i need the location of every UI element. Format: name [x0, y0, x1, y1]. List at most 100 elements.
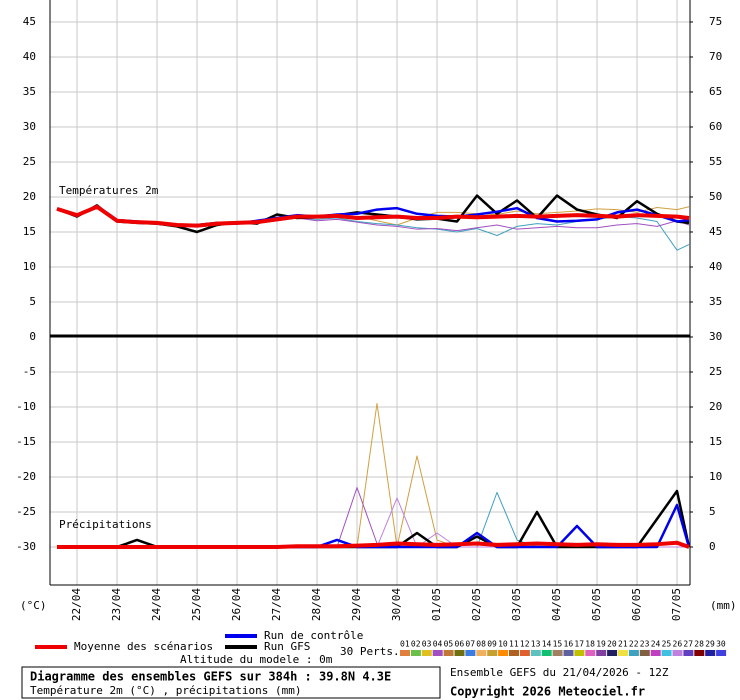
legend-member-swatch	[465, 650, 476, 656]
x-tick-label: 23/04	[110, 588, 123, 621]
legend-member-swatch	[552, 650, 563, 656]
x-tick-label: 06/05	[630, 588, 643, 621]
x-tick-label: 22/04	[70, 588, 83, 621]
legend-member-label: 06	[455, 640, 465, 649]
y2-tick-label: 0	[709, 540, 716, 553]
y-tick-label: 5	[29, 295, 36, 308]
legend-member-label: 22	[629, 640, 639, 649]
legend-member-swatch	[410, 650, 421, 656]
y2-tick-label: 30	[709, 330, 722, 343]
legend-member-label: 23	[640, 640, 650, 649]
y2-tick-label: 15	[709, 435, 722, 448]
legend-member-label: 02	[411, 640, 421, 649]
footer-subtitle: Température 2m (°C) , précipitations (mm…	[30, 684, 302, 697]
legend-member-swatch	[530, 650, 541, 656]
legend-member-swatch	[454, 650, 465, 656]
x-tick-label: 26/04	[230, 588, 243, 621]
legend-member-label: 20	[607, 640, 617, 649]
legend-member-label: 05	[444, 640, 454, 649]
legend-member-swatch	[628, 650, 639, 656]
y2-tick-label: 20	[709, 400, 722, 413]
y-tick-label: 40	[23, 50, 36, 63]
legend-member-label: 14	[542, 640, 552, 649]
legend-member-label: 26	[673, 640, 683, 649]
y2-axis-label: (mm)	[710, 599, 737, 612]
legend-label: Run GFS	[264, 640, 310, 653]
x-tick-label: 28/04	[310, 588, 323, 621]
legend-label: Run de contrôle	[264, 629, 363, 642]
panel-label: Températures 2m	[59, 184, 159, 197]
y2-tick-label: 60	[709, 120, 722, 133]
x-tick-label: 02/05	[470, 588, 483, 621]
plot-lines	[56, 194, 691, 549]
legend-member-swatch	[519, 650, 530, 656]
legend-member-label: 29	[705, 640, 715, 649]
x-tick-label: 03/05	[510, 588, 523, 621]
legend-member-label: 11	[509, 640, 519, 649]
series-line	[56, 204, 690, 228]
legend-member-swatch	[618, 650, 628, 656]
y2-tick-label: 45	[709, 225, 722, 238]
x-tick-label: 01/05	[430, 588, 443, 621]
y-tick-label: -30	[16, 540, 36, 553]
legend-member-swatch	[498, 650, 509, 656]
y-axis-label: (°C)	[20, 599, 47, 612]
y-tick-label: -25	[16, 505, 36, 518]
y2-tick-label: 10	[709, 470, 722, 483]
legend-member-swatch	[400, 650, 410, 656]
x-tick-label: 27/04	[270, 588, 283, 621]
legend-member-swatch	[421, 650, 432, 656]
y-tick-label: 45	[23, 15, 36, 28]
legend-member-label: 16	[564, 640, 574, 649]
legend-member-label: 19	[596, 640, 606, 649]
legend-member-swatch	[596, 650, 607, 656]
x-tick-label: 25/04	[190, 588, 203, 621]
panel-label: Précipitations	[59, 518, 152, 531]
x-tick-label: 30/04	[390, 588, 403, 621]
legend-member-label: 24	[651, 640, 661, 649]
legend-member-label: 25	[662, 640, 672, 649]
legend-member-label: 12	[520, 640, 530, 649]
legend-label: 30 Perts.	[340, 645, 400, 658]
y2-tick-label: 55	[709, 155, 722, 168]
legend-member-label: 08	[476, 640, 486, 649]
legend-member-swatch	[705, 650, 716, 656]
legend-member-label: 30	[716, 640, 726, 649]
legend-member-swatch	[476, 650, 487, 656]
legend-member-swatch	[574, 650, 585, 656]
legend-member-swatch	[487, 650, 498, 656]
y-tick-label: 35	[23, 85, 36, 98]
legend-member-swatch	[432, 650, 443, 656]
y-tick-label: 10	[23, 260, 36, 273]
legend-member-swatch	[650, 650, 661, 656]
x-tick-label: 04/05	[550, 588, 563, 621]
x-tick-label: 07/05	[670, 588, 683, 621]
legend-member-swatch	[607, 650, 618, 656]
y2-tick-label: 25	[709, 365, 722, 378]
y-tick-label: 25	[23, 155, 36, 168]
y-tick-label: 30	[23, 120, 36, 133]
y2-tick-label: 35	[709, 295, 722, 308]
legend-member-label: 18	[585, 640, 595, 649]
legend-member-swatch	[585, 650, 596, 656]
legend-member-label: 28	[694, 640, 704, 649]
series-line	[57, 540, 690, 549]
legend: Moyenne des scénarios Run de contrôle Ru…	[35, 629, 727, 658]
legend-member-label: 03	[422, 640, 432, 649]
legend-member-swatch	[509, 650, 519, 656]
y-tick-label: 20	[23, 190, 36, 203]
legend-member-label: 10	[498, 640, 508, 649]
x-tick-label: 29/04	[350, 588, 363, 621]
legend-member-label: 04	[433, 640, 443, 649]
legend-member-swatch	[639, 650, 650, 656]
legend-member-swatch	[672, 650, 683, 656]
footer-box	[21, 666, 441, 699]
y-tick-label: -15	[16, 435, 36, 448]
legend-member-label: 17	[574, 640, 584, 649]
legend-member-label: 09	[487, 640, 497, 649]
legend-member-swatch	[694, 650, 705, 656]
legend-member-label: 01	[400, 640, 410, 649]
legend-member-label: 13	[531, 640, 541, 649]
y-tick-label: -20	[16, 470, 36, 483]
